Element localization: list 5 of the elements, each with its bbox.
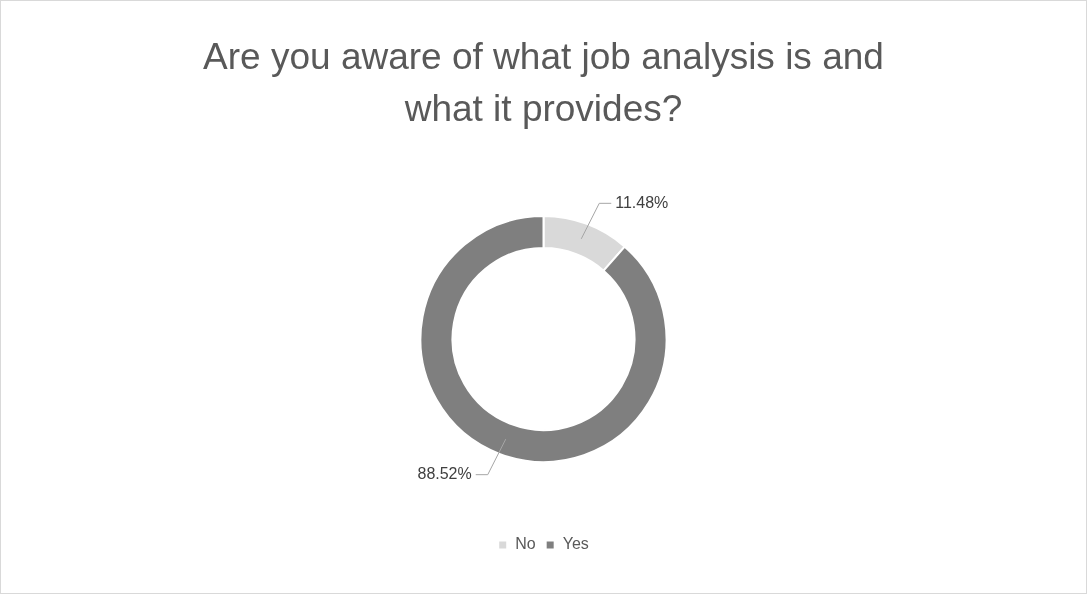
data-label: 88.52% [417, 465, 472, 483]
legend-label: No [515, 535, 536, 553]
legend-label: Yes [562, 535, 589, 553]
data-label: 11.48% [615, 193, 669, 211]
chart-title: Are you aware of what job analysis is and what it provides? [202, 35, 885, 131]
